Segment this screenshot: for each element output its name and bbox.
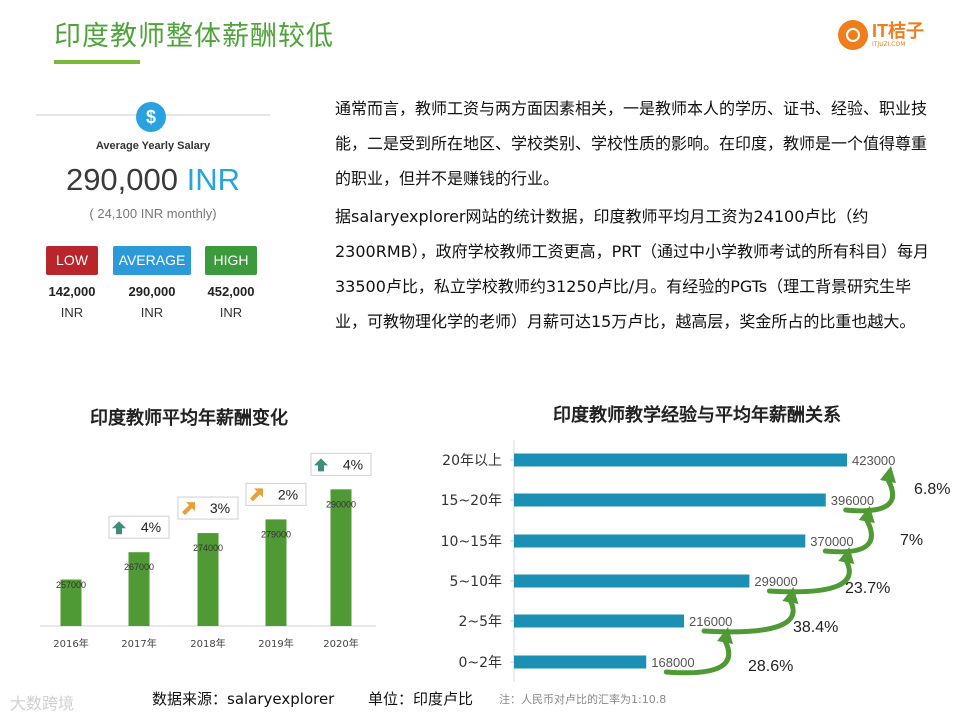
statistics-paragraph: 据salaryexplorer网站的统计数据，印度教师平均月工资为24100卢比… bbox=[335, 207, 929, 331]
y-tick-label: 20年以上 bbox=[442, 453, 502, 469]
arrow-head-icon bbox=[838, 547, 855, 564]
bar-value-label: 396000 bbox=[831, 493, 874, 508]
growth-label: 3% bbox=[210, 500, 230, 516]
brand-logo: IT桔子 ITJUZI.COM bbox=[838, 20, 924, 50]
yearly-chart-title: 印度教师平均年薪酬变化 bbox=[90, 408, 288, 429]
bar-2019年 bbox=[265, 519, 287, 626]
bar-value-label: 274000 bbox=[193, 543, 223, 553]
bar-2020年 bbox=[330, 489, 352, 626]
yearly-salary-bar-chart: 257000 2016年 267000 2017年 4% 274000 2018年 3% 279… bbox=[40, 452, 376, 650]
x-tick-label: 2019年 bbox=[258, 637, 293, 650]
arrow-head-icon bbox=[880, 466, 896, 483]
bar-20年以上 bbox=[514, 453, 847, 467]
arrow-up-icon bbox=[314, 458, 328, 472]
experience-salary-bar-chart: 423000 20年以上 396000 15~20年 370000 10~15年 29900… bbox=[441, 440, 950, 682]
average-salary-unit: INR bbox=[186, 162, 241, 197]
experience-chart-title: 印度教师教学经验与平均年薪酬关系 bbox=[553, 405, 841, 426]
increase-arrow bbox=[822, 515, 874, 555]
x-tick-label: 2018年 bbox=[190, 637, 225, 650]
bar-value-label: 267000 bbox=[124, 562, 154, 572]
growth-label: 4% bbox=[141, 519, 161, 535]
bar-value-label: 279000 bbox=[261, 529, 291, 539]
dollar-icon: $ bbox=[136, 102, 166, 132]
bar-value-label: 423000 bbox=[852, 453, 895, 468]
y-tick-label: 2~5年 bbox=[458, 614, 502, 630]
bar-value-label: 299000 bbox=[754, 574, 797, 589]
watermark: 大数跨境 bbox=[10, 694, 75, 713]
bar-2~5年 bbox=[514, 614, 685, 628]
increment-label: 38.4% bbox=[793, 619, 838, 636]
low-unit: INR bbox=[60, 305, 84, 320]
logo-name: IT桔子 bbox=[872, 21, 924, 41]
increment-label: 6.8% bbox=[914, 481, 950, 498]
y-tick-label: 15~20年 bbox=[441, 493, 502, 509]
data-source: 数据来源：salaryexplorer bbox=[152, 690, 335, 708]
value-label-bg bbox=[648, 653, 705, 671]
monthly-salary: ( 24,100 INR monthly) bbox=[89, 206, 217, 221]
high-unit: INR bbox=[219, 305, 243, 320]
arrow-head-icon bbox=[858, 506, 875, 523]
bar-0~2年 bbox=[514, 655, 647, 669]
arrow-up-right-icon bbox=[182, 502, 195, 516]
logo-subtext: ITJUZI.COM bbox=[872, 41, 906, 48]
bar-2016年 bbox=[60, 579, 82, 626]
increment-label: 7% bbox=[900, 532, 923, 549]
y-tick-label: 10~15年 bbox=[441, 534, 502, 550]
y-tick-label: 0~2年 bbox=[458, 655, 502, 671]
x-tick-label: 2017年 bbox=[121, 637, 156, 650]
unit-label: 单位：印度卢比 bbox=[368, 690, 474, 708]
arrow-head-icon bbox=[782, 587, 799, 604]
average-amount: 290,000 bbox=[128, 284, 176, 299]
value-label-bg bbox=[751, 572, 808, 590]
x-tick-label: 2016年 bbox=[53, 637, 88, 650]
increment-label: 23.7% bbox=[845, 580, 890, 597]
intro-paragraph: 通常而言，教师工资与两方面因素相关，一是教师本人的学历、证书、经验、职业技能，二… bbox=[335, 99, 928, 188]
average-salary-amount: 290,000 bbox=[65, 162, 179, 197]
title-underline bbox=[54, 60, 140, 64]
average-badge: AVERAGE bbox=[113, 246, 191, 275]
low-amount: 142,000 bbox=[48, 284, 96, 299]
bar-value-label: 216000 bbox=[689, 614, 732, 629]
exchange-rate-note: 注：人民币对卢比的汇率为1:10.8 bbox=[499, 693, 667, 706]
x-tick-label: 2020年 bbox=[323, 637, 358, 650]
page-title: 印度教师整体薪酬较低 bbox=[54, 21, 334, 52]
growth-label: 2% bbox=[278, 486, 298, 502]
bar-15~20年 bbox=[514, 493, 826, 507]
value-label-bg bbox=[807, 532, 864, 550]
arrow-up-icon bbox=[112, 521, 126, 535]
bar-value-label: 257000 bbox=[56, 580, 86, 590]
bar-2017年 bbox=[128, 552, 150, 626]
average-unit: INR bbox=[140, 305, 164, 320]
average-salary-label: Average Yearly Salary bbox=[95, 140, 211, 152]
bar-2018年 bbox=[197, 533, 219, 626]
average-salary-value: 290,000 INR bbox=[36, 162, 270, 198]
value-label-bg bbox=[686, 612, 743, 630]
growth-label: 4% bbox=[343, 456, 363, 472]
bar-5~10年 bbox=[514, 574, 750, 588]
arrow-up-right-icon bbox=[250, 488, 263, 502]
growth-box bbox=[310, 452, 372, 476]
bar-value-label: 370000 bbox=[810, 534, 853, 549]
increment-label: 28.6% bbox=[748, 658, 793, 675]
bar-value-label: 168000 bbox=[651, 655, 694, 670]
value-label-bg bbox=[827, 491, 884, 509]
increase-arrow bbox=[843, 475, 896, 514]
low-badge: LOW bbox=[46, 246, 98, 275]
bar-value-label: 290000 bbox=[326, 499, 356, 509]
value-label-bg bbox=[849, 451, 905, 469]
increase-arrow bbox=[663, 636, 732, 676]
high-amount: 452,000 bbox=[207, 284, 255, 299]
high-badge: HIGH bbox=[205, 246, 257, 275]
orange-logo-icon bbox=[838, 20, 868, 50]
increase-arrow bbox=[766, 556, 852, 595]
bar-10~15年 bbox=[514, 534, 806, 548]
y-tick-label: 5~10年 bbox=[450, 574, 502, 590]
growth-box bbox=[108, 515, 170, 539]
arrow-head-icon bbox=[717, 627, 734, 644]
